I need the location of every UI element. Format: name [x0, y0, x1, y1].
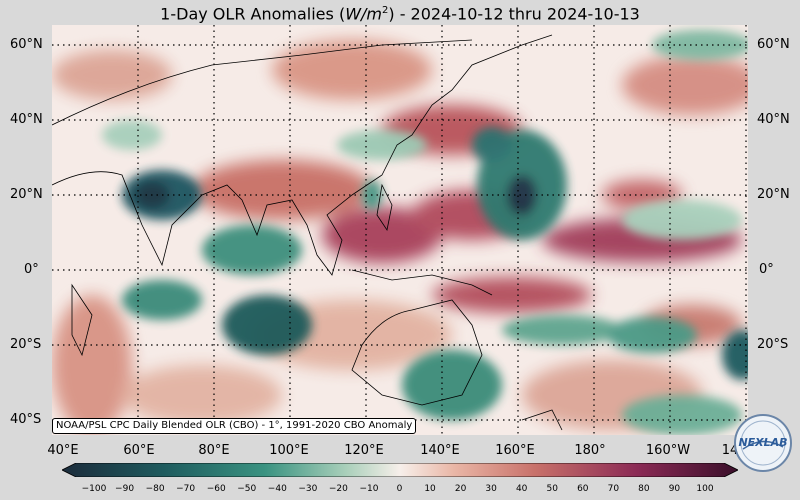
- colorbar-tick-label: −90: [115, 484, 135, 494]
- lat-label-20n-right: 20°N: [757, 187, 790, 202]
- colorbar-tick-label: 100: [696, 484, 714, 494]
- lon-label-180: 180°: [574, 443, 606, 458]
- colorbar-tick-label: 60: [577, 484, 589, 494]
- colorbar-tick-label: 30: [485, 484, 497, 494]
- colorbar-tick-label: 20: [454, 484, 467, 494]
- data-source-note: NOAA/PSL CPC Daily Blended OLR (CBO) - 1…: [52, 418, 417, 434]
- lon-label-120e: 120°E: [344, 443, 384, 458]
- lon-label-80e: 80°E: [198, 443, 230, 458]
- colorbar-tick-label: −80: [145, 484, 165, 494]
- negative-anomaly-field: [102, 30, 748, 435]
- colorbar-tick-label: −100: [81, 484, 107, 494]
- lon-label-160w: 160°W: [645, 443, 691, 458]
- lat-label-60n: 60°N: [10, 37, 43, 52]
- colorbar-bar: [61, 462, 739, 478]
- lon-label-60e: 60°E: [123, 443, 155, 458]
- colorbar: [61, 462, 739, 478]
- lat-label-40s: 40°S: [10, 412, 42, 427]
- lon-label-140w-cut: 14: [721, 443, 739, 458]
- colorbar-tick-label: −20: [328, 484, 348, 494]
- lon-label-100e: 100°E: [269, 443, 309, 458]
- colorbar-tick-label: 50: [546, 484, 558, 494]
- nexlab-logo-icon: NEXLAB: [734, 414, 792, 472]
- colorbar-tick-label: 80: [638, 484, 650, 494]
- colorbar-tick-label: 0: [396, 484, 403, 494]
- lat-label-40n: 40°N: [10, 112, 43, 127]
- coastlines: [52, 34, 563, 431]
- lat-label-equator-right: 0°: [759, 262, 774, 277]
- map-canvas: [52, 25, 748, 435]
- lon-label-140e: 140°E: [420, 443, 460, 458]
- lat-label-60n-right: 60°N: [757, 37, 790, 52]
- colorbar-tick-label: −70: [176, 484, 196, 494]
- map-title: 1-Day OLR Anomalies (W/m2) - 2024-10-12 …: [160, 4, 640, 24]
- olr-anomaly-map: [52, 25, 748, 435]
- logo-text: NEXLAB: [738, 436, 787, 449]
- colorbar-tick-label: −30: [298, 484, 318, 494]
- lat-label-20s-right: 20°S: [757, 337, 789, 352]
- colorbar-tick-label: −40: [267, 484, 287, 494]
- colorbar-tick-label: −10: [359, 484, 379, 494]
- nexlab-logo: NEXLAB: [733, 413, 793, 473]
- lat-label-20n: 20°N: [10, 187, 43, 202]
- colorbar-tick-label: 90: [668, 484, 681, 494]
- colorbar-tick-label: 10: [424, 484, 436, 494]
- colorbar-tick-label: −60: [206, 484, 226, 494]
- colorbar-tick-label: −50: [237, 484, 257, 494]
- colorbar-graphic: [61, 462, 739, 478]
- lon-label-40e: 40°E: [47, 443, 79, 458]
- colorbar-tick-label: 70: [607, 484, 620, 494]
- lat-label-20s: 20°S: [10, 337, 42, 352]
- lat-label-equator: 0°: [24, 262, 39, 277]
- lon-label-160e: 160°E: [495, 443, 535, 458]
- lat-label-40n-right: 40°N: [757, 112, 790, 127]
- colorbar-tick-label: 40: [515, 484, 528, 494]
